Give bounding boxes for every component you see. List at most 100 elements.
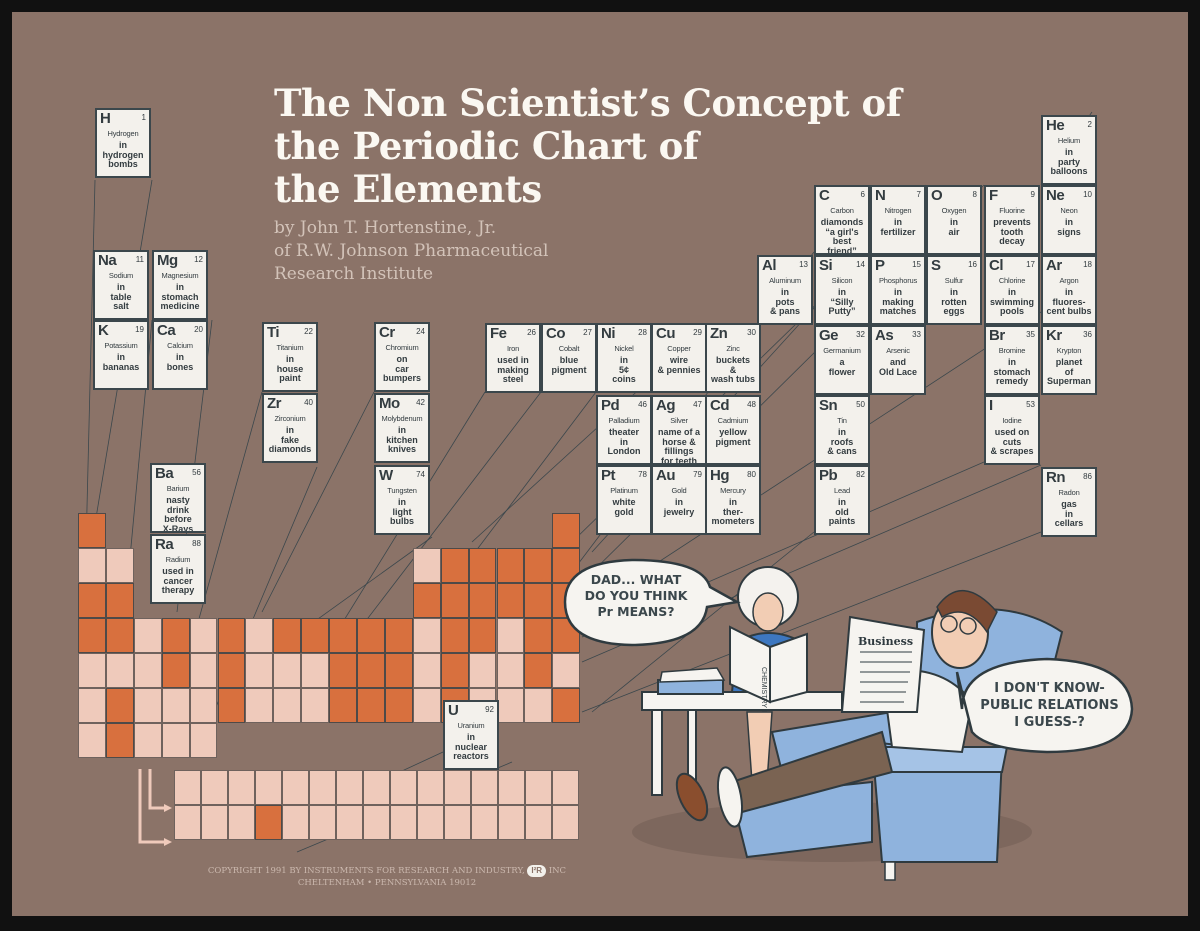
element-symbol: Al <box>762 257 777 274</box>
element-symbol: O <box>931 187 943 204</box>
mini-cell-featured <box>329 688 357 723</box>
atomic-number: 36 <box>1083 330 1092 339</box>
element-card-w: W 74 Tungsten in light bulbs <box>374 465 430 535</box>
mini-cell <box>444 770 471 805</box>
element-symbol: Hg <box>710 467 730 484</box>
element-symbol: Cl <box>989 257 1004 274</box>
mini-cell-featured <box>496 583 525 618</box>
element-use: in house paint <box>276 354 304 383</box>
element-name: Chlorine <box>998 276 1026 285</box>
element-symbol: N <box>875 187 886 204</box>
element-name: Tin <box>837 416 847 425</box>
element-name: Gold <box>671 486 687 495</box>
element-card-kr: Kr 36 Krypton planet of Superman <box>1041 325 1097 395</box>
mini-cell <box>468 653 497 688</box>
mini-cell-featured <box>78 583 106 618</box>
atomic-number: 26 <box>527 328 536 337</box>
element-use: nasty drink before X-Rays <box>162 495 194 533</box>
mini-cell <box>524 688 553 723</box>
atomic-number: 47 <box>693 400 702 409</box>
element-card-hg: Hg 80 Mercury in ther- mometers <box>705 465 761 535</box>
element-card-i: I 53 Iodine used on cuts & scrapes <box>984 395 1040 465</box>
element-symbol: Si <box>819 257 833 274</box>
element-use: in 5¢ coins <box>612 355 636 384</box>
mini-cell-featured <box>440 653 469 688</box>
element-name: Phosphorus <box>878 276 918 285</box>
mini-cell-featured <box>468 618 497 653</box>
mini-cell <box>363 770 390 805</box>
mini-cell <box>552 805 579 840</box>
mini-cell-featured <box>468 548 497 583</box>
dad-speech-bubble: I DON'T KNOW- PUBLIC RELATIONS I GUESS-? <box>980 681 1119 730</box>
speech-bubbles <box>563 558 1134 754</box>
element-symbol: K <box>98 322 109 339</box>
element-use: blue pigment <box>551 355 587 375</box>
mini-cell <box>444 805 471 840</box>
atomic-number: 42 <box>416 398 425 407</box>
mini-cell <box>363 805 390 840</box>
element-use: in jewelry <box>663 497 695 517</box>
copyright-text: COPYRIGHT 1991 BY INSTRUMENTS FOR RESEAR… <box>207 866 525 876</box>
mini-cell-featured <box>217 688 246 723</box>
element-name: Cobalt <box>558 344 580 353</box>
mini-cell <box>255 770 282 805</box>
mini-cell-featured <box>552 688 581 723</box>
element-name: Radium <box>165 555 191 564</box>
element-card-ba: Ba 56 Barium nasty drink before X-Rays <box>150 463 206 533</box>
element-name: Tungsten <box>387 486 417 495</box>
connector-line <box>341 391 542 653</box>
mini-cell <box>189 723 218 758</box>
mini-cell <box>412 688 441 723</box>
element-name: Palladium <box>608 416 640 425</box>
element-symbol: S <box>931 257 941 274</box>
atomic-number: 7 <box>916 190 921 199</box>
element-card-sn: Sn 50 Tin in roofs & cans <box>814 395 870 465</box>
atomic-number: 29 <box>693 328 702 337</box>
element-name: Zinc <box>726 344 740 353</box>
element-symbol: Br <box>989 327 1005 344</box>
mini-cell <box>471 770 498 805</box>
element-name: Argon <box>1059 276 1079 285</box>
element-card-mo: Mo 42 Molybdenum in kitchen knives <box>374 393 430 463</box>
mini-cell <box>161 723 190 758</box>
atomic-number: 56 <box>192 468 201 477</box>
element-name: Oxygen <box>941 206 967 215</box>
element-name: Neon <box>1060 206 1078 215</box>
element-use: in “Silly Putty” <box>828 287 856 316</box>
mini-cell <box>390 805 417 840</box>
mini-cell <box>78 653 106 688</box>
byline-line: by John T. Hortenstine, Jr. <box>274 218 497 238</box>
mini-cell-featured <box>496 548 525 583</box>
atomic-number: 14 <box>856 260 865 269</box>
element-use: in swimming pools <box>989 287 1034 316</box>
poster: The Non Scientist’s Concept of the Perio… <box>12 12 1188 916</box>
element-card-he: He 2 Helium in party balloons <box>1041 115 1097 185</box>
mini-cell-featured <box>329 653 357 688</box>
mini-cell <box>496 653 525 688</box>
mini-cell-featured <box>78 513 106 548</box>
element-symbol: Ca <box>157 322 176 339</box>
element-symbol: H <box>100 110 111 127</box>
element-use: in fake diamonds <box>268 425 312 454</box>
element-use: in hydrogen bombs <box>102 140 144 169</box>
element-symbol: Pb <box>819 467 838 484</box>
element-name: Mercury <box>720 486 746 495</box>
element-use: on car bumpers <box>382 354 421 383</box>
element-use: in fluores- cent bulbs <box>1046 287 1092 316</box>
mini-cell <box>245 618 274 653</box>
mini-cell <box>336 770 363 805</box>
atomic-number: 13 <box>799 260 808 269</box>
mini-cell-featured <box>217 653 246 688</box>
atomic-number: 46 <box>638 400 647 409</box>
mini-cell <box>412 653 441 688</box>
mini-cell-featured <box>552 513 581 548</box>
element-symbol: Mg <box>157 252 178 269</box>
mini-cell <box>161 688 190 723</box>
element-symbol: Ba <box>155 465 174 482</box>
mini-cell <box>417 770 444 805</box>
element-use: in making matches <box>879 287 917 316</box>
element-use: white gold <box>612 497 636 517</box>
element-symbol: I <box>989 397 993 414</box>
element-card-fe: Fe 26 Iron used in making steel <box>485 323 541 393</box>
i2r-logo: I²R <box>527 865 547 877</box>
